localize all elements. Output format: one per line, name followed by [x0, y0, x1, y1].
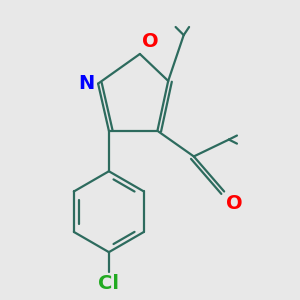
Text: Cl: Cl: [98, 274, 119, 293]
Text: N: N: [78, 74, 94, 93]
Text: O: O: [142, 32, 158, 51]
Text: O: O: [226, 194, 243, 213]
